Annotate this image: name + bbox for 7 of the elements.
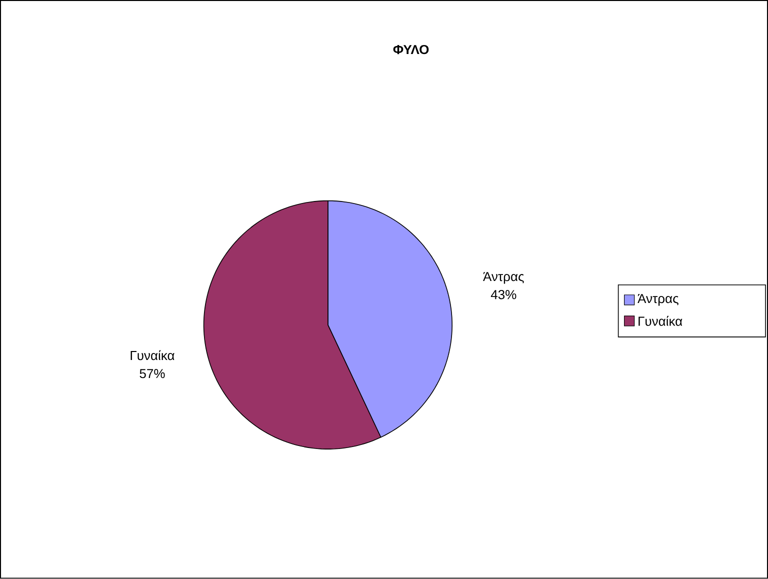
data-label: 57% [140,369,165,378]
slice-label: Άντρας [483,272,524,284]
chart-title: ΦΥΛΟ [393,45,429,54]
data-label: 43% [490,290,516,300]
legend-label: Γυναίκα [638,316,682,326]
slice-label: Γυναίκα [130,350,174,360]
legend-label: Άντρας [638,294,678,306]
